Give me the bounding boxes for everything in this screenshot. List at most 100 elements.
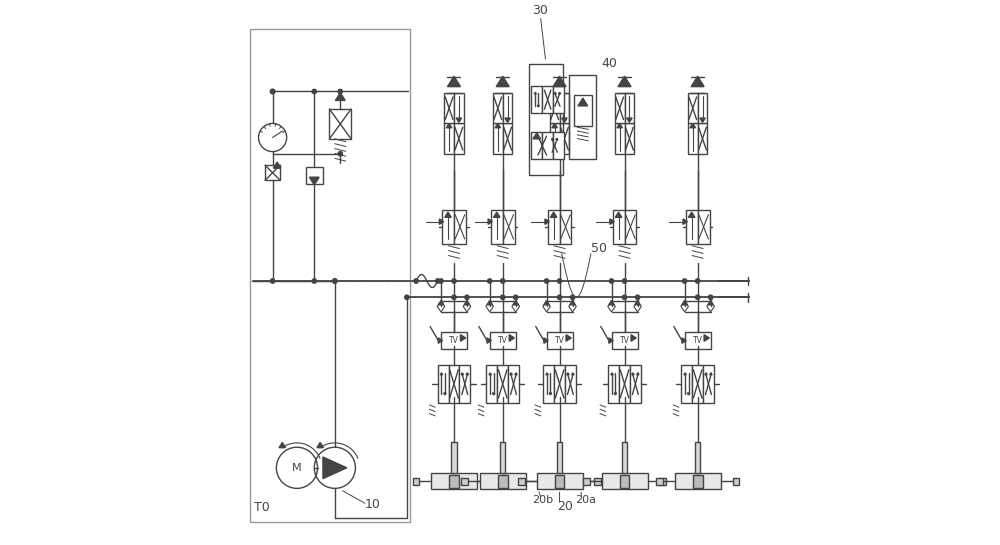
Bar bbox=[518, 478, 525, 485]
Bar bbox=[489, 478, 495, 485]
Circle shape bbox=[333, 279, 337, 283]
Bar bbox=[695, 442, 700, 473]
Bar bbox=[490, 332, 516, 349]
Bar bbox=[493, 93, 503, 123]
Polygon shape bbox=[688, 212, 695, 217]
Bar bbox=[503, 93, 512, 123]
Bar bbox=[625, 123, 634, 154]
Bar bbox=[497, 365, 508, 403]
Polygon shape bbox=[509, 335, 514, 341]
Bar bbox=[602, 473, 648, 489]
Bar bbox=[550, 123, 560, 154]
Polygon shape bbox=[487, 300, 492, 305]
Polygon shape bbox=[464, 300, 470, 305]
Polygon shape bbox=[687, 393, 690, 395]
Polygon shape bbox=[446, 123, 452, 128]
Polygon shape bbox=[445, 212, 451, 217]
Polygon shape bbox=[533, 133, 541, 139]
Bar bbox=[574, 95, 592, 125]
Bar bbox=[685, 332, 711, 349]
Text: 40: 40 bbox=[602, 57, 618, 70]
Bar bbox=[542, 132, 553, 159]
Polygon shape bbox=[700, 118, 705, 123]
Polygon shape bbox=[707, 301, 714, 312]
Polygon shape bbox=[710, 373, 712, 375]
Circle shape bbox=[333, 279, 337, 283]
Bar bbox=[531, 86, 542, 113]
Text: TV: TV bbox=[555, 336, 564, 345]
Bar bbox=[688, 123, 698, 154]
Circle shape bbox=[557, 295, 562, 299]
Bar bbox=[529, 64, 563, 175]
Bar bbox=[555, 475, 564, 488]
Bar bbox=[688, 93, 698, 123]
Circle shape bbox=[635, 295, 640, 299]
Bar bbox=[675, 473, 721, 489]
Polygon shape bbox=[683, 219, 687, 225]
Bar bbox=[560, 123, 569, 154]
Bar bbox=[554, 365, 565, 403]
Text: M: M bbox=[292, 463, 302, 473]
Polygon shape bbox=[466, 373, 468, 375]
Bar bbox=[413, 478, 419, 485]
Text: 20: 20 bbox=[557, 500, 573, 513]
Polygon shape bbox=[562, 118, 567, 123]
Polygon shape bbox=[611, 373, 613, 375]
Text: 20b: 20b bbox=[532, 495, 554, 505]
Circle shape bbox=[405, 295, 409, 299]
Bar bbox=[698, 93, 707, 123]
Polygon shape bbox=[543, 301, 550, 312]
Circle shape bbox=[695, 295, 700, 299]
Polygon shape bbox=[456, 118, 462, 123]
Polygon shape bbox=[510, 373, 512, 375]
Polygon shape bbox=[615, 212, 622, 217]
Polygon shape bbox=[515, 373, 517, 375]
Circle shape bbox=[609, 279, 614, 283]
Circle shape bbox=[338, 152, 342, 156]
Polygon shape bbox=[444, 393, 446, 395]
Bar bbox=[444, 93, 454, 123]
Bar bbox=[265, 165, 280, 180]
Bar bbox=[686, 209, 698, 244]
Bar bbox=[542, 86, 553, 113]
Bar bbox=[438, 365, 449, 403]
Bar bbox=[498, 475, 508, 488]
Polygon shape bbox=[460, 335, 466, 341]
Bar bbox=[608, 365, 619, 403]
Polygon shape bbox=[627, 118, 632, 123]
Circle shape bbox=[270, 89, 275, 94]
Polygon shape bbox=[551, 138, 554, 140]
Bar bbox=[454, 123, 464, 154]
Polygon shape bbox=[513, 300, 518, 305]
Polygon shape bbox=[614, 393, 617, 395]
Polygon shape bbox=[608, 301, 615, 312]
Circle shape bbox=[622, 295, 627, 299]
Polygon shape bbox=[609, 300, 614, 305]
Bar bbox=[612, 332, 638, 349]
Bar bbox=[553, 132, 564, 159]
Polygon shape bbox=[437, 301, 445, 312]
Polygon shape bbox=[558, 92, 561, 94]
Bar bbox=[560, 93, 569, 123]
Polygon shape bbox=[617, 123, 622, 128]
Circle shape bbox=[622, 279, 627, 283]
Bar bbox=[615, 93, 625, 123]
Circle shape bbox=[312, 89, 316, 94]
Bar bbox=[548, 209, 560, 244]
Bar bbox=[625, 209, 636, 244]
Bar bbox=[622, 442, 627, 473]
Circle shape bbox=[544, 279, 549, 283]
Bar bbox=[693, 475, 703, 488]
Polygon shape bbox=[544, 300, 549, 305]
Bar bbox=[538, 478, 544, 485]
Bar bbox=[503, 209, 515, 244]
Bar bbox=[449, 365, 459, 403]
Polygon shape bbox=[549, 393, 552, 395]
Polygon shape bbox=[569, 301, 576, 312]
Bar bbox=[306, 167, 323, 184]
Circle shape bbox=[439, 279, 443, 283]
Polygon shape bbox=[440, 373, 443, 375]
Polygon shape bbox=[544, 338, 548, 343]
Polygon shape bbox=[637, 373, 639, 375]
Bar bbox=[449, 475, 459, 488]
